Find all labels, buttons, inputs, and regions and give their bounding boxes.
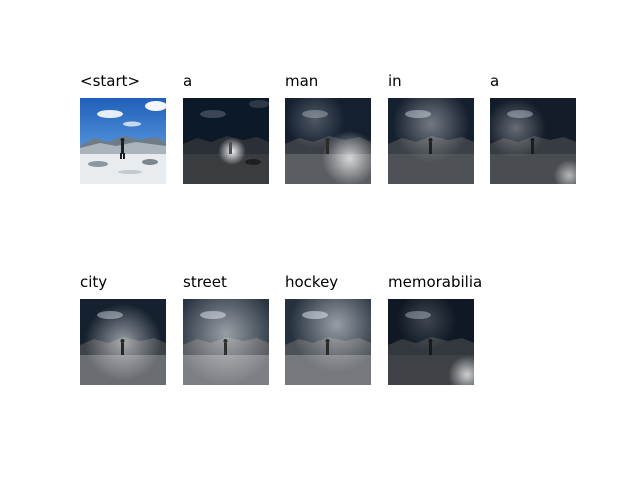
frame-word: man <box>285 72 319 90</box>
attention-map <box>183 98 269 184</box>
frame-word: memorabilia <box>388 273 483 291</box>
frame-word: street <box>183 273 227 291</box>
attention-map <box>388 299 474 385</box>
frame-image <box>490 98 576 184</box>
attention-map <box>285 98 371 184</box>
frame-image <box>183 299 269 385</box>
frame-1: a <box>183 72 295 212</box>
frame-image <box>285 98 371 184</box>
frame-word: hockey <box>285 273 339 291</box>
frame-image <box>80 299 166 385</box>
frame-8: memorabilia <box>388 273 500 413</box>
frame-image <box>388 98 474 184</box>
frame-word: a <box>490 72 500 90</box>
attention-map <box>80 299 166 385</box>
frame-image <box>183 98 269 184</box>
attention-map <box>183 299 269 385</box>
frame-7: hockey <box>285 273 397 413</box>
attention-map <box>388 98 474 184</box>
frame-word: <start> <box>80 72 141 90</box>
frame-image <box>285 299 371 385</box>
frame-0: <start> <box>80 72 192 212</box>
original-photo <box>80 98 166 184</box>
attention-map <box>285 299 371 385</box>
frame-5: city <box>80 273 192 413</box>
frame-word: in <box>388 72 402 90</box>
frame-word: a <box>183 72 193 90</box>
attention-map <box>490 98 576 184</box>
frame-6: street <box>183 273 295 413</box>
frame-image <box>80 98 166 184</box>
frame-4: a <box>490 72 602 212</box>
frame-image <box>388 299 474 385</box>
frame-3: in <box>388 72 500 212</box>
frame-2: man <box>285 72 397 212</box>
frame-word: city <box>80 273 108 291</box>
